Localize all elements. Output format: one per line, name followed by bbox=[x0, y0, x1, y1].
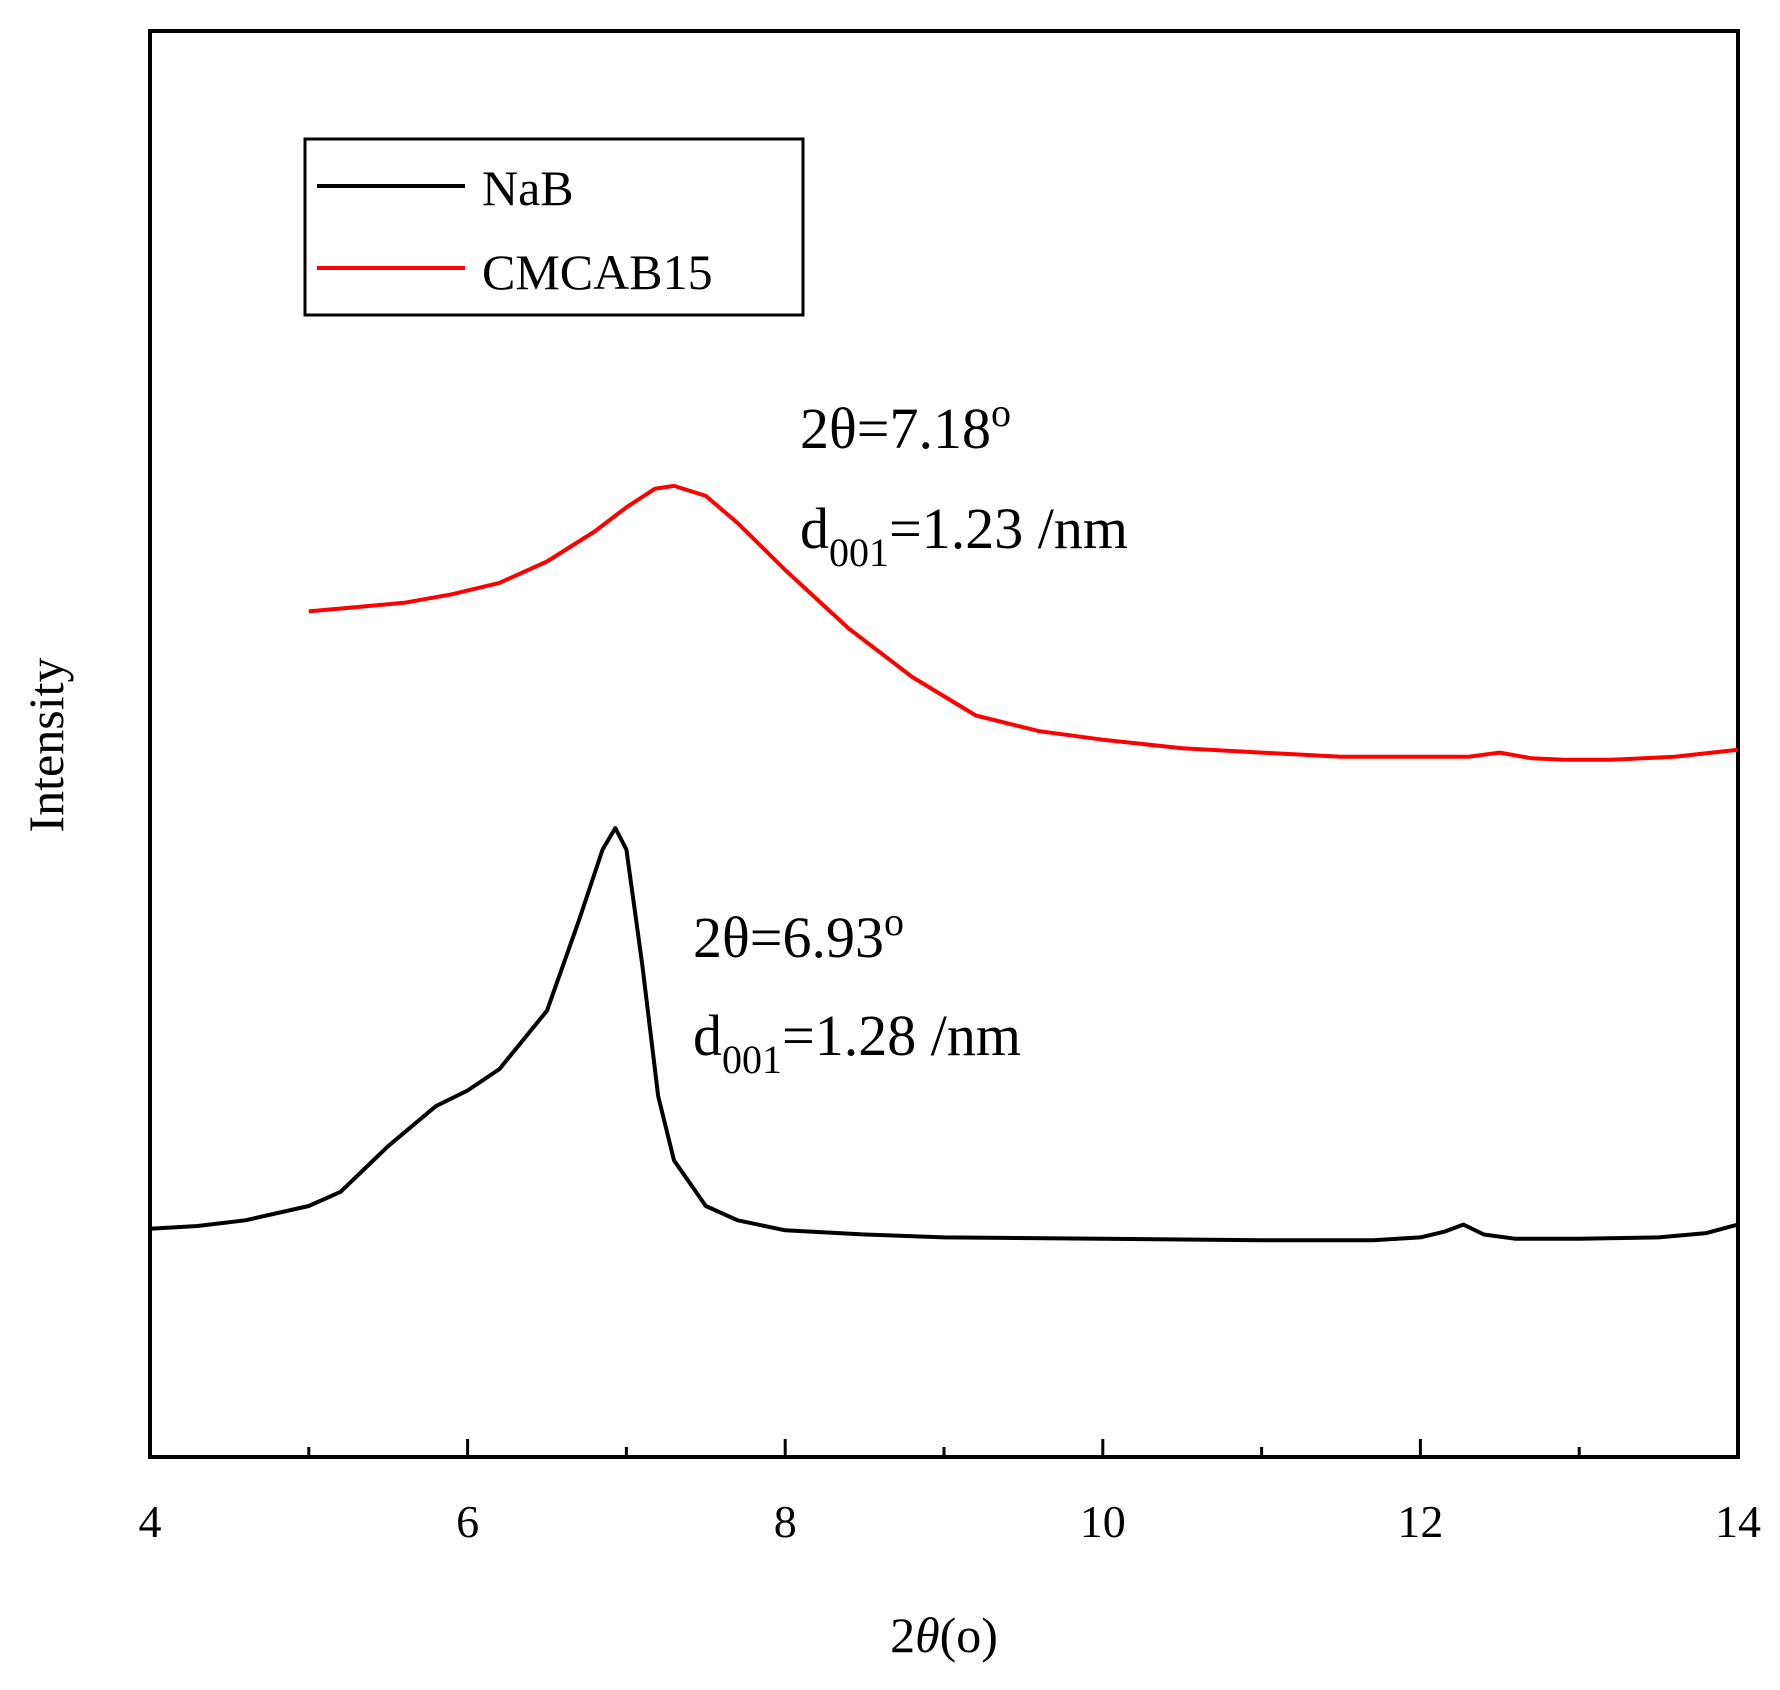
annotation-nab-angle-sup: o bbox=[884, 899, 904, 944]
annotation-cmcab-angle-base: 2θ=7.18 bbox=[800, 396, 991, 461]
annotation-cmcab-angle: 2θ=7.18o bbox=[800, 390, 1011, 461]
x-axis-tick-labels: 4 6 8 10 12 14 bbox=[139, 1496, 1762, 1547]
annotation-nab-angle-base: 2θ=6.93 bbox=[693, 905, 884, 970]
annotation-cmcab-d-base: d bbox=[800, 496, 829, 561]
series-line-cmcab15 bbox=[308, 483, 1739, 762]
legend-box bbox=[303, 137, 805, 317]
x-tick-label: 12 bbox=[1397, 1496, 1443, 1547]
legend-label-nab: NaB bbox=[482, 160, 574, 216]
x-tick-label: 8 bbox=[774, 1496, 797, 1547]
legend: NaB CMCAB15 bbox=[303, 137, 805, 317]
annotation-nab-angle: 2θ=6.93o bbox=[693, 899, 904, 970]
x-axis-ticks bbox=[148, 1439, 1740, 1457]
legend-label-cmcab15: CMCAB15 bbox=[482, 244, 713, 300]
annotation-cmcab-d-rest: =1.23 /nm bbox=[889, 496, 1128, 561]
x-axis-title-theta: θ bbox=[915, 1607, 940, 1663]
x-axis-title-prefix: 2 bbox=[890, 1607, 915, 1663]
annotation-nab-d-base: d bbox=[693, 1003, 722, 1068]
x-axis-title: 2θ(o) bbox=[890, 1607, 998, 1663]
annotation-nab-d-sub: 001 bbox=[722, 1037, 782, 1082]
annotation-cmcab-angle-sup: o bbox=[991, 390, 1011, 435]
x-axis-title-unit: (o) bbox=[940, 1607, 998, 1663]
annotation-nab-d-spacing: d001=1.28 /nm bbox=[693, 1003, 1021, 1082]
annotation-cmcab-d-sub: 001 bbox=[829, 530, 889, 575]
x-tick-label: 14 bbox=[1715, 1496, 1761, 1547]
annotation-cmcab-d-spacing: d001=1.23 /nm bbox=[800, 496, 1128, 575]
series-line-nab bbox=[149, 826, 1739, 1243]
y-axis-title: Intensity bbox=[18, 658, 74, 833]
annotation-nab-d-rest: =1.28 /nm bbox=[782, 1003, 1021, 1068]
x-tick-label: 6 bbox=[456, 1496, 479, 1547]
x-tick-label: 10 bbox=[1080, 1496, 1126, 1547]
x-tick-label: 4 bbox=[139, 1496, 162, 1547]
